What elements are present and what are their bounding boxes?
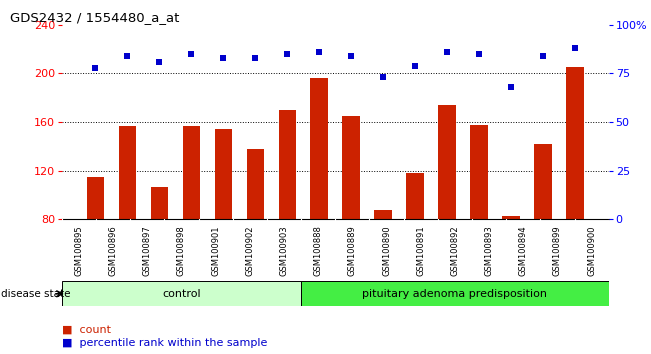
Bar	[247, 149, 264, 219]
Text: GSM100897: GSM100897	[143, 225, 152, 276]
Text: GSM100889: GSM100889	[348, 225, 357, 276]
Bar	[311, 78, 328, 219]
Bar	[87, 177, 104, 219]
Text: GSM100890: GSM100890	[382, 225, 391, 276]
Bar	[534, 144, 552, 219]
Text: GSM100888: GSM100888	[314, 225, 323, 276]
Bar	[406, 173, 424, 219]
Bar	[215, 130, 232, 219]
Text: disease state: disease state	[1, 289, 70, 299]
Text: GSM100892: GSM100892	[450, 225, 460, 276]
Bar	[279, 110, 296, 219]
Bar	[183, 126, 201, 219]
Text: GSM100895: GSM100895	[74, 225, 83, 276]
Bar	[374, 210, 392, 219]
Text: GSM100891: GSM100891	[416, 225, 425, 276]
Bar	[62, 281, 301, 306]
Text: ■  percentile rank within the sample: ■ percentile rank within the sample	[62, 338, 267, 348]
Text: GSM100901: GSM100901	[211, 225, 220, 276]
Bar	[503, 216, 520, 219]
Bar	[566, 67, 584, 219]
Text: pituitary adenoma predisposition: pituitary adenoma predisposition	[363, 289, 547, 299]
Text: GSM100900: GSM100900	[587, 225, 596, 276]
Text: GSM100903: GSM100903	[279, 225, 288, 276]
Bar	[438, 105, 456, 219]
Bar	[118, 126, 136, 219]
Text: GSM100894: GSM100894	[519, 225, 528, 276]
Text: ■  count: ■ count	[62, 324, 111, 334]
Text: GSM100899: GSM100899	[553, 225, 562, 276]
Bar	[342, 116, 360, 219]
Text: GSM100898: GSM100898	[177, 225, 186, 276]
Bar	[470, 125, 488, 219]
Text: GSM100902: GSM100902	[245, 225, 255, 276]
Text: GSM100893: GSM100893	[484, 225, 493, 276]
Text: GDS2432 / 1554480_a_at: GDS2432 / 1554480_a_at	[10, 11, 179, 24]
Bar	[150, 187, 168, 219]
Text: control: control	[162, 289, 201, 299]
Bar	[301, 281, 609, 306]
Text: GSM100896: GSM100896	[109, 225, 118, 276]
